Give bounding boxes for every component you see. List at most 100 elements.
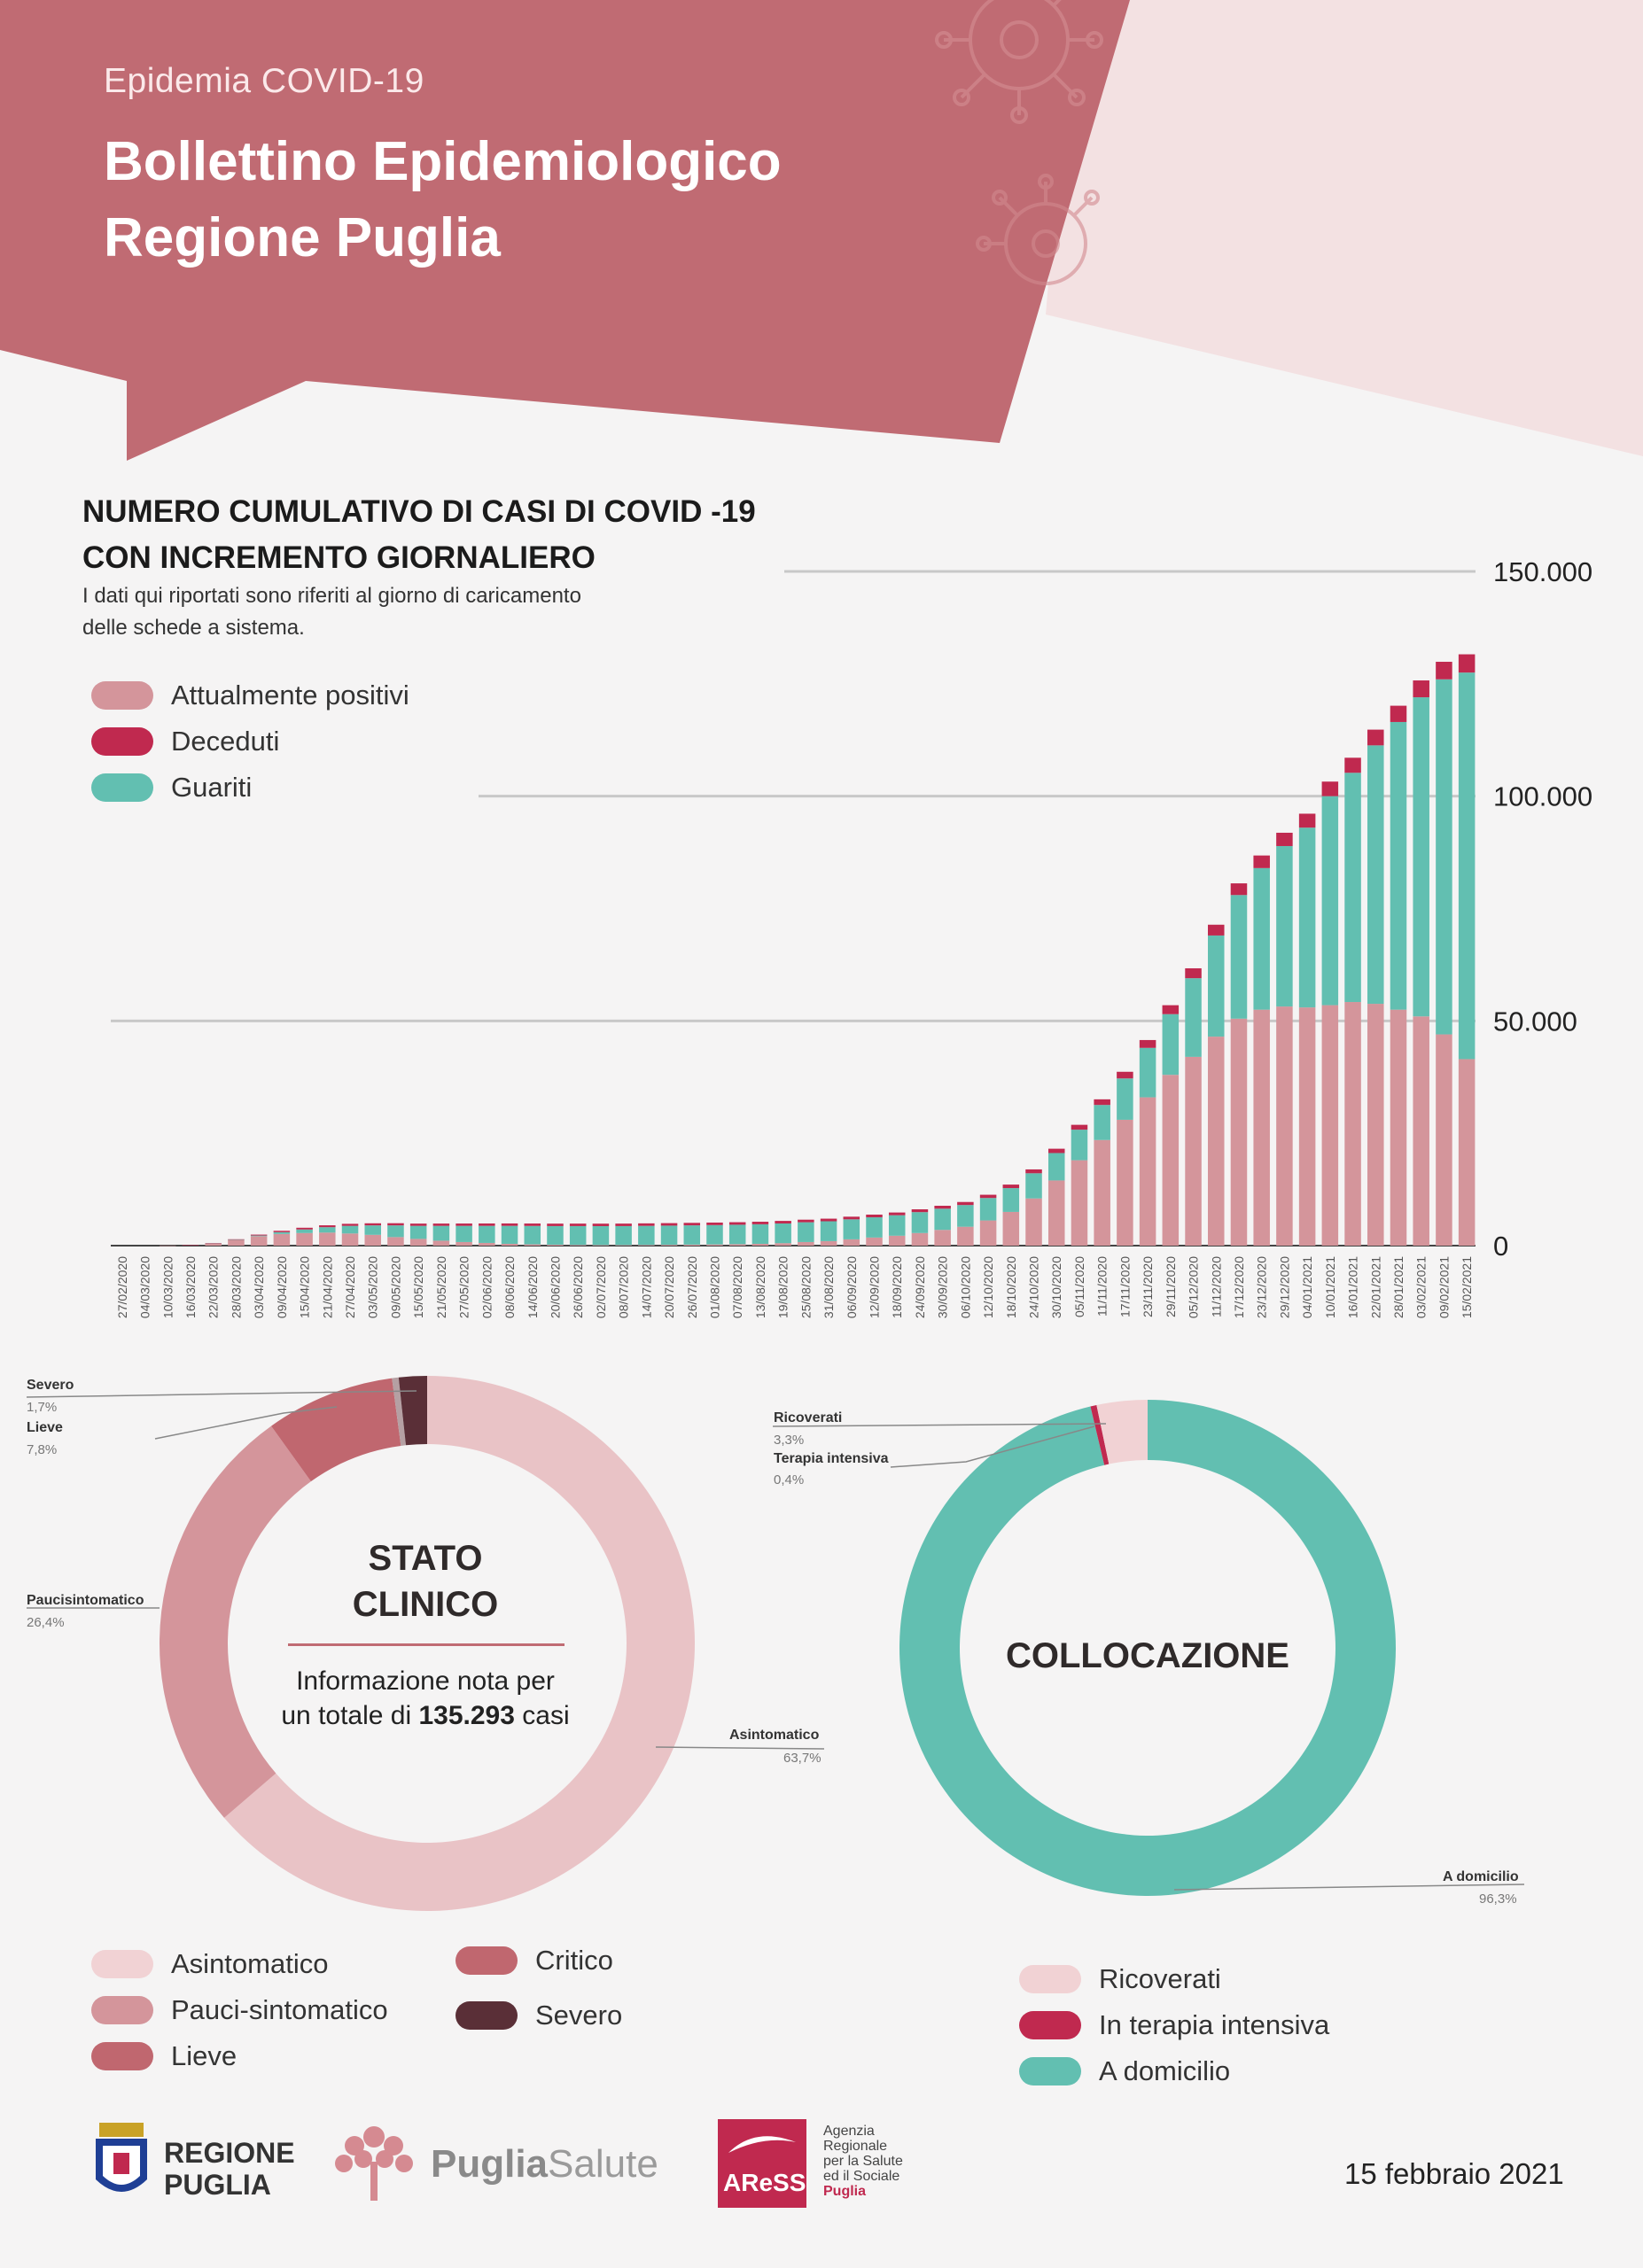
bar-segment: [501, 1243, 518, 1246]
x-tick-label: 16/01/2021: [1346, 1256, 1360, 1318]
x-tick-label: 06/09/2020: [845, 1256, 859, 1318]
bar-segment: [1321, 1005, 1339, 1246]
callout-asinto-pct: 63,7%: [783, 1751, 822, 1766]
aress-line1: Agenzia: [823, 2124, 875, 2139]
chart-note: I dati qui riportati sono riferiti al gi…: [82, 580, 703, 644]
bar-segment: [1094, 1105, 1110, 1140]
x-tick-label: 03/02/2021: [1414, 1256, 1429, 1318]
y-tick-label: 150.000: [1493, 556, 1592, 587]
bar-segment: [273, 1233, 291, 1246]
bar-segment: [592, 1225, 610, 1246]
legend-swatch-ricoverati: [1019, 1965, 1081, 1993]
bar-segment: [296, 1232, 313, 1246]
legend-swatch-critico: [456, 1946, 518, 1975]
chart-title-line1: NUMERO CUMULATIVO DI CASI DI COVID -19: [82, 494, 756, 529]
bar-segment: [432, 1223, 450, 1226]
callout-terapia-label: Terapia intensiva: [774, 1451, 889, 1466]
chart-note-line1: I dati qui riportati sono riferiti al gi…: [82, 584, 581, 608]
bar-segment: [1185, 978, 1202, 1057]
bar-segment: [1117, 1071, 1133, 1079]
x-tick-label: 23/11/2020: [1141, 1256, 1155, 1317]
bar-segment: [501, 1223, 518, 1226]
aress-line4: ed il Sociale: [823, 2169, 900, 2184]
bar-segment: [182, 1245, 199, 1246]
donut-slice: [1090, 1404, 1110, 1465]
donut-slice: [160, 1425, 311, 1818]
callout-domicilio-pct: 96,3%: [1479, 1891, 1517, 1907]
bar-segment: [820, 1240, 837, 1246]
bar-segment: [1071, 1124, 1088, 1130]
bar-segment: [1321, 781, 1339, 796]
bar-segment: [1002, 1184, 1020, 1189]
page-title-line2: Regione Puglia: [104, 207, 501, 268]
bar-segment: [775, 1221, 791, 1223]
bar-segment: [820, 1218, 837, 1222]
bar-segment: [387, 1223, 404, 1226]
total-info-suffix: casi: [522, 1701, 570, 1730]
x-tick-label: 19/08/2020: [776, 1256, 790, 1318]
aress-logo-text: AReSS: [723, 2169, 806, 2196]
bar-segment: [1094, 1139, 1110, 1246]
bar-segment: [1025, 1198, 1042, 1246]
legend-item-critico: Critico: [456, 1945, 613, 1977]
aress-logo-box: AReSS: [718, 2119, 806, 2208]
bar-segment: [524, 1244, 541, 1246]
bar-segment: [364, 1234, 381, 1246]
bar-segment: [341, 1233, 359, 1246]
legend-swatch-severo: [456, 2001, 518, 2030]
x-tick-label: 25/08/2020: [798, 1256, 813, 1318]
bar-segment: [479, 1225, 495, 1243]
x-tick-label: 18/10/2020: [1004, 1256, 1018, 1318]
legend-label-asintomatico: Asintomatico: [171, 1948, 329, 1979]
callout-asinto-label: Asintomatico: [729, 1728, 820, 1743]
bar-segment: [1071, 1130, 1088, 1161]
virus-icon: [976, 174, 1100, 285]
bar-segment: [888, 1215, 906, 1236]
x-tick-label: 22/01/2021: [1368, 1256, 1382, 1318]
legend-label-severo: Severo: [535, 2000, 623, 2031]
bar-segment: [1390, 721, 1407, 1010]
bar-segment: [1436, 1034, 1452, 1246]
legend-item-asintomatico: Asintomatico: [91, 1948, 328, 1980]
bar-segment: [1298, 827, 1316, 1008]
callout-lieve-pct: 7,8%: [27, 1442, 58, 1457]
total-info: Informazione nota per un totale di 135.2…: [257, 1664, 594, 1733]
donut-slice: [1096, 1400, 1148, 1464]
bar-segment: [1071, 1160, 1088, 1246]
bar-segment: [1047, 1153, 1065, 1181]
x-tick-label: 12/10/2020: [981, 1256, 995, 1318]
bar-segment: [1276, 832, 1293, 846]
bar-segment: [979, 1220, 997, 1246]
bar-segment: [1002, 1188, 1020, 1212]
bar-segment: [1139, 1047, 1156, 1098]
bar-segment: [911, 1212, 929, 1233]
x-tick-label: 05/11/2020: [1072, 1256, 1086, 1317]
regione-puglia-logo: REGIONE PUGLIA: [164, 2137, 295, 2201]
bar-segment: [432, 1225, 450, 1241]
bar-segment: [1185, 967, 1202, 979]
bar-segment: [250, 1235, 268, 1237]
bar-segment: [1344, 773, 1361, 1003]
bar-segment: [160, 1245, 176, 1247]
bar-segment: [524, 1225, 541, 1245]
bar-segment: [1162, 1075, 1180, 1246]
bar-segment: [1025, 1173, 1042, 1199]
bar-segment: [387, 1237, 404, 1246]
aress-description: Agenzia Regionale per la Salute ed il So…: [823, 2124, 903, 2199]
bar-segment: [250, 1234, 268, 1236]
legend-swatch-terapia: [1019, 2011, 1081, 2039]
x-tick-label: 02/07/2020: [594, 1256, 608, 1318]
stato-clinico-title-line2: CLINICO: [352, 1585, 499, 1624]
legend-item-lieve: Lieve: [91, 2040, 237, 2072]
x-tick-label: 14/06/2020: [526, 1256, 540, 1318]
collocazione-donut: [899, 1400, 1396, 1896]
bar-segment: [228, 1239, 245, 1240]
bar-segment: [957, 1205, 974, 1227]
x-tick-label: 15/05/2020: [411, 1256, 425, 1318]
y-tick-label: 50.000: [1493, 1006, 1577, 1037]
total-info-prefix: un totale di: [281, 1701, 412, 1730]
stato-clinico-callout-lines: [26, 1390, 825, 1750]
aress-line3: per la Salute: [823, 2154, 903, 2169]
bar-segment: [1298, 1007, 1316, 1246]
bar-segment: [1458, 654, 1476, 673]
